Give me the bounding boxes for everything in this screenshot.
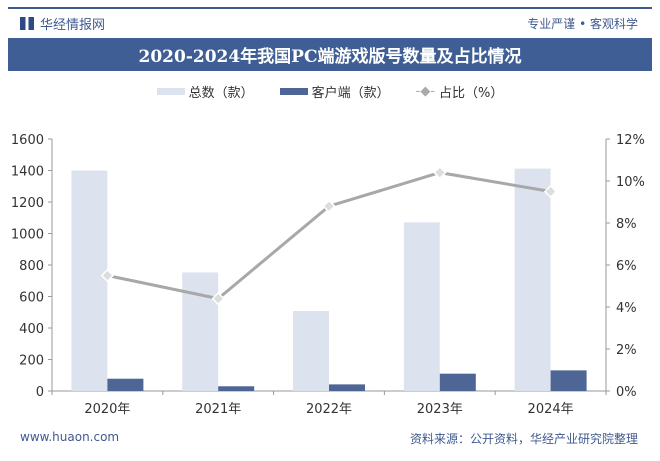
- website: www.huaon.com: [20, 430, 120, 444]
- y-tick-label: 800: [19, 259, 44, 274]
- x-tick-label: 2020年: [84, 402, 130, 417]
- bar-client: [550, 370, 587, 391]
- y2-tick-label: 0%: [616, 385, 637, 400]
- y2-tick-label: 10%: [616, 175, 645, 190]
- y-tick-label: 200: [19, 354, 44, 369]
- bar-client: [329, 384, 365, 391]
- brand-name: 华经情报网: [40, 18, 106, 33]
- x-tick-label: 2022年: [306, 402, 352, 417]
- bar-client: [218, 386, 255, 391]
- y-tick-label: 0: [36, 385, 44, 400]
- legend-label: 总数（款）: [188, 86, 254, 101]
- legend-label: 客户端（款）: [311, 86, 390, 101]
- y2-tick-label: 12%: [616, 133, 645, 148]
- chart-title: 2020-2024年我国PC端游戏版号数量及占比情况: [8, 38, 652, 71]
- y-tick-label: 1000: [11, 228, 44, 243]
- y-tick-label: 1400: [11, 165, 44, 180]
- x-tick-label: 2023年: [417, 402, 463, 417]
- y2-tick-label: 8%: [616, 217, 637, 232]
- slogan: 专业严谨 • 客观科学: [527, 17, 638, 31]
- ratio-point: [100, 268, 115, 283]
- bar-client: [107, 378, 144, 391]
- legend-total: 总数（款）: [156, 82, 254, 101]
- ratio-point: [433, 165, 447, 180]
- y-tick-label: 1200: [11, 196, 44, 211]
- ratio-point: [211, 291, 225, 306]
- ratio-point: [543, 184, 558, 199]
- bar-total: [403, 222, 440, 391]
- legend: 总数（款） 客户端（款） -◆- 占比（%）: [0, 82, 660, 101]
- x-tick-label: 2024年: [528, 402, 574, 417]
- top-rule: [8, 7, 652, 9]
- y-tick-label: 400: [19, 322, 44, 337]
- y2-tick-label: 2%: [616, 343, 637, 358]
- bar-total: [71, 170, 108, 391]
- source-note: 资料来源：公开资料，华经产业研究院整理: [409, 432, 638, 446]
- y-tick-label: 1600: [11, 133, 44, 148]
- legend-swatch: [156, 88, 185, 95]
- logo-icon: [20, 17, 34, 30]
- bar-total: [182, 272, 219, 391]
- y2-tick-label: 4%: [616, 301, 637, 316]
- legend-ratio: -◆- 占比（%）: [416, 82, 504, 101]
- bar-total: [514, 168, 551, 391]
- y2-tick-label: 6%: [616, 259, 637, 274]
- x-tick-label: 2021年: [195, 402, 241, 417]
- brand: 华经情报网: [20, 14, 105, 33]
- bar-total: [293, 310, 329, 391]
- ratio-line: [107, 171, 551, 301]
- legend-client: 客户端（款）: [279, 82, 390, 101]
- legend-line-icon: -◆-: [415, 84, 436, 99]
- y-tick-label: 600: [19, 291, 44, 306]
- legend-label: 占比（%）: [439, 86, 504, 101]
- ratio-point: [322, 199, 336, 213]
- bar-client: [439, 373, 476, 391]
- legend-swatch: [279, 88, 308, 95]
